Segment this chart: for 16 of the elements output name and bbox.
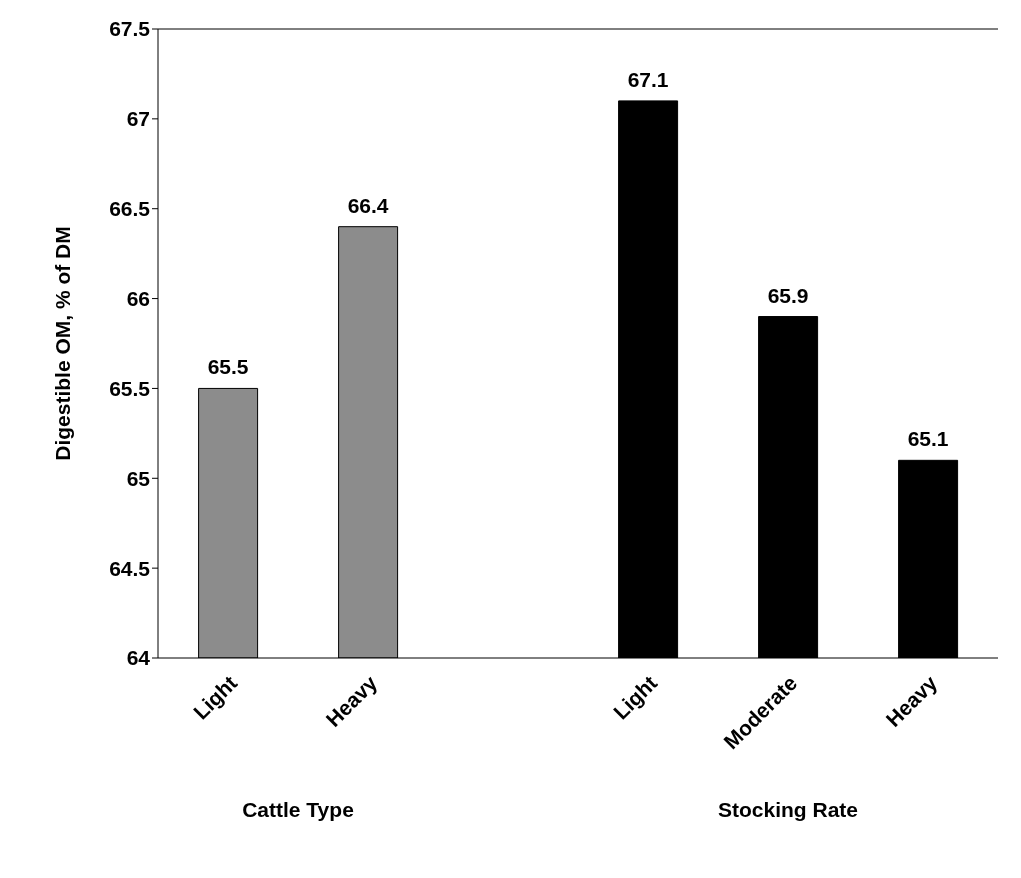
y-tick-label: 64 [126, 646, 151, 670]
y-tick-label: 67 [126, 107, 150, 131]
y-tick-label: 64.5 [109, 556, 151, 580]
text: Cattle Type [241, 798, 355, 822]
y-tick-label: 65 [126, 466, 151, 490]
y-tick-label: 65.5 [109, 376, 151, 400]
data-label: 67.1 [627, 67, 669, 91]
text: Stocking Rate [717, 798, 859, 822]
data-label: 65.1 [907, 427, 949, 451]
y-tick-label: 66 [126, 287, 150, 311]
y-axis-title: Digestible OM, % of DM [51, 226, 75, 461]
data-label: 66.4 [347, 193, 389, 217]
y-tick-label: 66.5 [109, 197, 151, 221]
data-label: 65.9 [767, 283, 809, 307]
y-tick-label: 67.5 [109, 17, 151, 41]
data-label: 65.5 [207, 355, 249, 379]
